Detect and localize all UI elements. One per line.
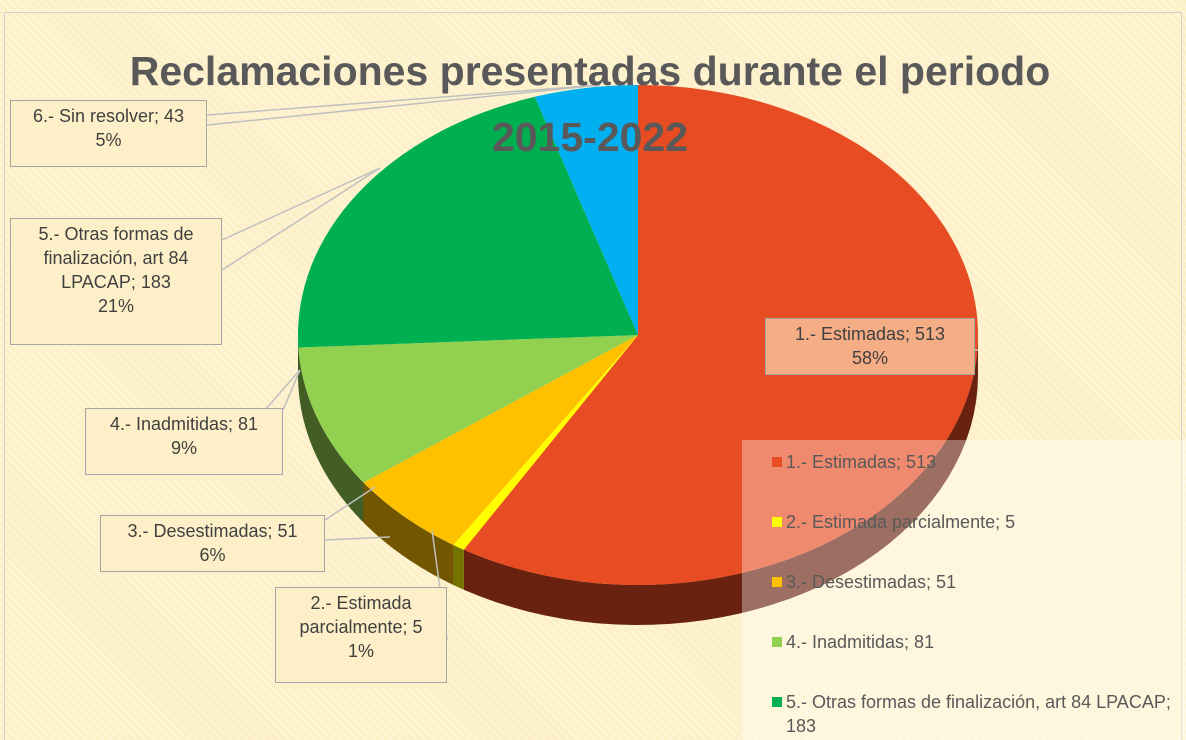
chart-frame bbox=[4, 12, 1182, 740]
slice-side bbox=[363, 482, 454, 585]
legend-entry: 2.- Estimada parcialmente; 5 bbox=[772, 510, 1186, 534]
data-label-value: 4.- Inadmitidas; 81 bbox=[109, 414, 259, 434]
leader-lines bbox=[206, 84, 978, 641]
legend-label: 2.- Estimada parcialmente; 5 bbox=[786, 512, 1016, 532]
data-label-percent: 9% bbox=[170, 438, 197, 458]
slice bbox=[453, 335, 638, 550]
chart-title: Reclamaciones presentadas durante el per… bbox=[129, 48, 1051, 160]
data-label-value: 2.- Estimada parcialmente; 5 bbox=[299, 593, 423, 637]
slice-side bbox=[298, 347, 364, 523]
data-label: 1.- Estimadas; 513 58% bbox=[765, 318, 975, 375]
slice bbox=[363, 335, 638, 545]
legend-swatch bbox=[772, 577, 782, 587]
data-label-value: 5.- Otras formas de finalización, art 84… bbox=[38, 224, 194, 292]
legend-label: 3.- Desestimadas; 51 bbox=[786, 572, 957, 592]
legend-label: 5.- Otras formas de finalización, art 84… bbox=[786, 692, 1171, 736]
legend: 1.- Estimadas; 513 2.- Estimada parcialme… bbox=[742, 440, 1186, 740]
data-label-percent: 21% bbox=[97, 296, 135, 316]
legend-entry: 3.- Desestimadas; 51 bbox=[772, 570, 1186, 594]
data-label-value: 6.- Sin resolver; 43 bbox=[32, 106, 185, 126]
data-label: 6.- Sin resolver; 43 5% bbox=[10, 100, 207, 167]
data-label-percent: 6% bbox=[199, 545, 226, 565]
legend-swatch bbox=[772, 517, 782, 527]
legend-label: 1.- Estimadas; 513 bbox=[786, 452, 937, 472]
legend-entry: 5.- Otras formas de finalización, art 84… bbox=[772, 690, 1186, 738]
data-label-percent: 1% bbox=[347, 641, 374, 661]
data-label: 4.- Inadmitidas; 81 9% bbox=[85, 408, 283, 475]
slice-side bbox=[453, 544, 464, 590]
slice bbox=[534, 85, 638, 335]
data-label-percent: 5% bbox=[95, 130, 122, 150]
slice-side bbox=[463, 335, 979, 625]
slice bbox=[298, 96, 638, 348]
legend-entry: 1.- Estimadas; 513 bbox=[772, 450, 1186, 474]
legend-swatch bbox=[772, 697, 782, 707]
legend-swatch bbox=[772, 637, 782, 647]
data-label-value: 3.- Desestimadas; 51 bbox=[127, 521, 298, 541]
data-label: 3.- Desestimadas; 51 6% bbox=[100, 515, 325, 572]
slice bbox=[298, 335, 638, 483]
legend-entry: 4.- Inadmitidas; 81 bbox=[772, 630, 1186, 654]
legend-label: 4.- Inadmitidas; 81 bbox=[786, 632, 935, 652]
legend-swatch bbox=[772, 457, 782, 467]
data-label-value: 1.- Estimadas; 513 bbox=[794, 324, 946, 344]
slice bbox=[463, 85, 979, 585]
data-label: 5.- Otras formas de finalización, art 84… bbox=[10, 218, 222, 345]
data-label: 2.- Estimada parcialmente; 5 1% bbox=[275, 587, 447, 683]
data-label-percent: 58% bbox=[851, 348, 889, 368]
